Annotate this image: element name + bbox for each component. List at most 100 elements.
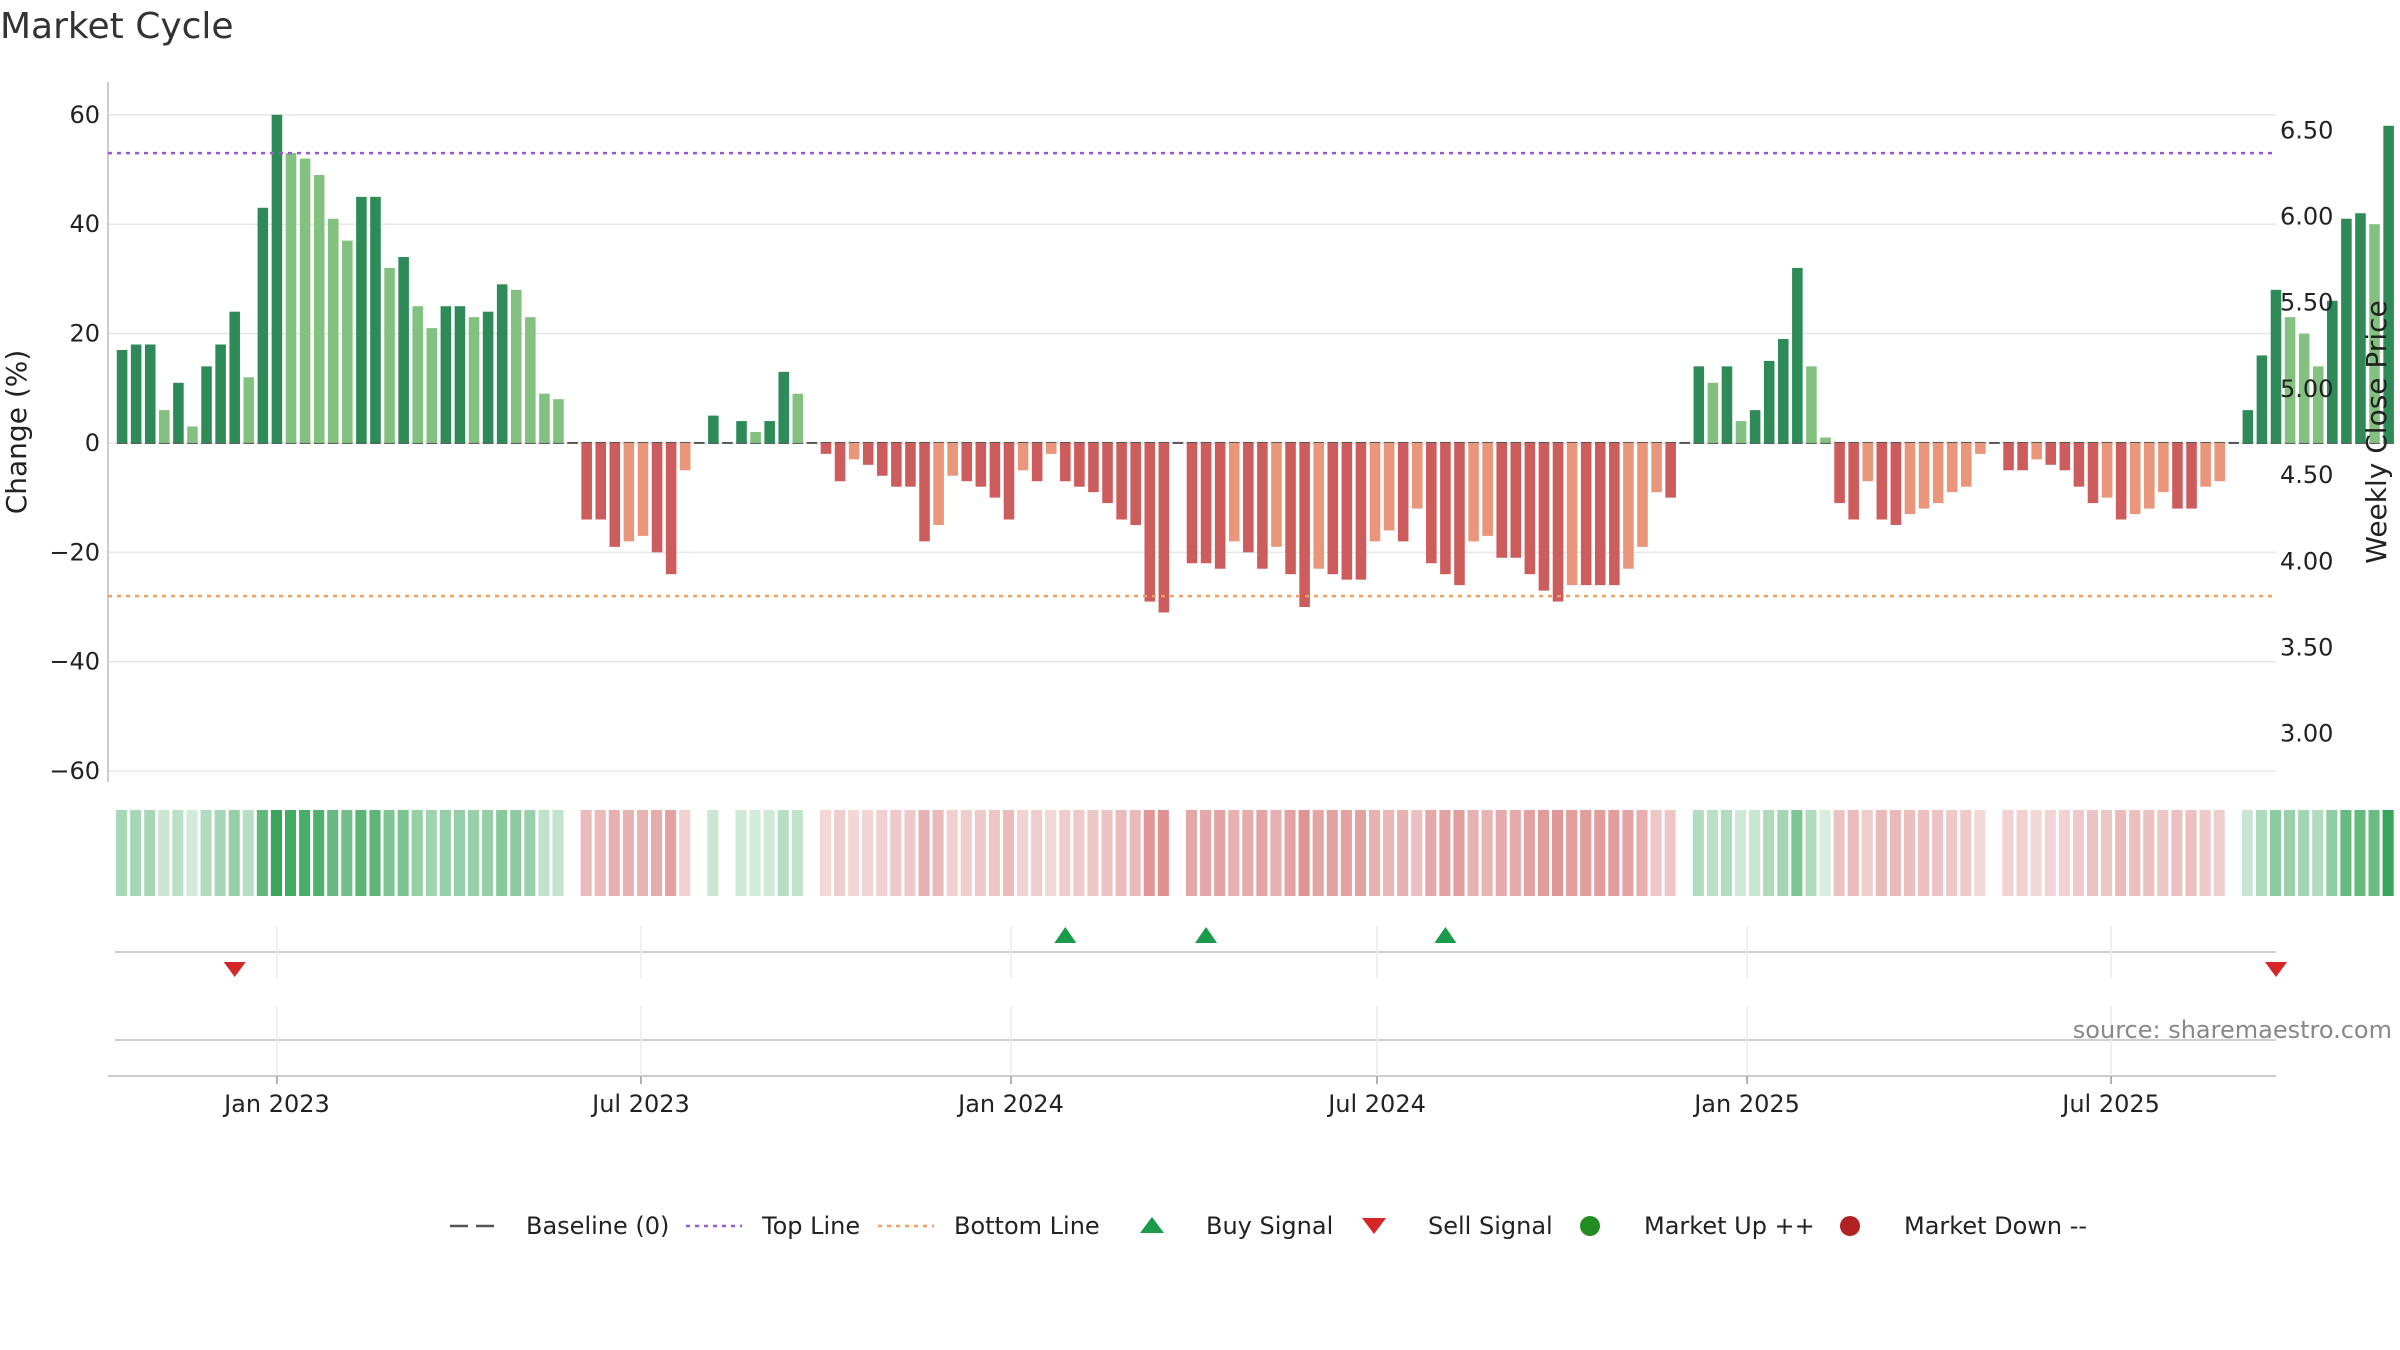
change-bar (1834, 442, 1845, 504)
change-bar (454, 306, 466, 443)
change-bar (1876, 442, 1888, 520)
change-bar (961, 442, 973, 482)
change-bar (919, 442, 930, 542)
change-bar (2017, 442, 2028, 471)
change-bar (116, 349, 128, 443)
heat-cell (1298, 810, 1310, 896)
change-bar (327, 218, 339, 443)
heat-cell (2086, 810, 2099, 896)
change-bar (299, 158, 311, 443)
heat-cell (1692, 810, 1704, 896)
change-bar (1890, 442, 1902, 525)
legend-label: Buy Signal (1206, 1212, 1333, 1240)
change-bar (2270, 289, 2282, 443)
heat-cell (1002, 810, 1015, 896)
change-bar (1454, 442, 1465, 586)
x-tick-label: Jan 2023 (222, 1090, 330, 1118)
legend-label: Baseline (0) (526, 1212, 669, 1240)
heat-cell (1537, 810, 1549, 896)
heat-cell (1763, 810, 1775, 896)
heat-cell (2044, 810, 2056, 896)
change-bar (426, 328, 438, 443)
change-bar (1946, 442, 1958, 493)
heat-cell (1354, 810, 1366, 896)
change-bar (229, 311, 240, 443)
change-bar (581, 442, 592, 520)
change-bar (1355, 442, 1367, 580)
heat-cell (1228, 810, 1240, 896)
heat-cell (2326, 810, 2338, 896)
heat-cell (777, 810, 789, 896)
change-bar (1285, 442, 1296, 575)
heat-cell (411, 810, 423, 896)
heat-cell (2002, 810, 2014, 896)
change-bar (1144, 442, 1156, 602)
heat-cell (1960, 810, 1972, 896)
change-bar (271, 114, 283, 443)
heat-cell (1129, 810, 1141, 896)
change-bar (609, 442, 621, 547)
change-bar (1200, 442, 1212, 564)
change-bar (1862, 442, 1874, 482)
heat-cell (988, 810, 1000, 896)
heat-cell (608, 810, 620, 896)
heat-cell (1889, 810, 1901, 896)
change-bar (173, 382, 184, 443)
heat-cell (2199, 810, 2211, 896)
change-bar (342, 240, 353, 443)
change-bar (1637, 442, 1648, 547)
heat-cell (1861, 810, 1873, 896)
change-bar (1806, 366, 1817, 443)
heat-cell (186, 810, 198, 896)
heat-cell (1425, 810, 1437, 896)
heat-cell (524, 810, 536, 896)
heat-cell (1059, 810, 1071, 896)
heat-cell (1636, 810, 1648, 896)
change-bar (1665, 442, 1676, 498)
y-tick-label: 60 (69, 101, 100, 129)
heat-cell (144, 810, 156, 896)
heat-cell (946, 810, 958, 896)
change-bar (2087, 442, 2099, 504)
change-bar (1749, 410, 1761, 443)
change-bar (2115, 442, 2127, 520)
x-axis-ticks: Jan 2023 Jul 2023 Jan 2024 Jul 2024 Jan 2025… (222, 1076, 2160, 1118)
heat-cell (1284, 810, 1296, 896)
heat-cell (918, 810, 930, 896)
legend-item: Market Down -- (1840, 1212, 2087, 1240)
heat-cell (242, 810, 254, 896)
y-tick-label: −40 (49, 648, 100, 676)
heat-cell (1467, 810, 1479, 896)
change-bar (1411, 442, 1423, 509)
heat-cell (749, 810, 761, 896)
change-bar (2059, 442, 2071, 471)
legend-label: Top Line (761, 1212, 860, 1240)
change-bar (468, 317, 480, 443)
change-bar (553, 399, 564, 443)
change-bar (1369, 442, 1381, 542)
heat-cell (1256, 810, 1268, 896)
heat-cell (1115, 810, 1127, 896)
change-bar (539, 393, 550, 443)
change-bar (764, 421, 775, 443)
change-bar (1102, 442, 1113, 504)
heat-cell (510, 810, 522, 896)
change-bar (2242, 410, 2254, 443)
change-bar (2355, 213, 2366, 443)
heat-cell (636, 810, 648, 896)
heat-cell (1622, 810, 1634, 896)
heat-cell (2269, 810, 2282, 896)
heat-cell (2143, 810, 2155, 896)
heat-cell (1875, 810, 1887, 896)
change-bar (201, 366, 212, 443)
change-bar (1158, 442, 1170, 613)
change-bar (708, 415, 719, 443)
heat-cell (172, 810, 184, 896)
legend-label: Market Up ++ (1644, 1212, 1815, 1240)
heat-cell (1805, 810, 1817, 896)
heat-cell (1157, 810, 1169, 896)
legend-item: Buy Signal (1140, 1212, 1333, 1240)
heat-cell (904, 810, 916, 896)
change-bar (144, 344, 156, 443)
change-bar (1214, 442, 1226, 569)
